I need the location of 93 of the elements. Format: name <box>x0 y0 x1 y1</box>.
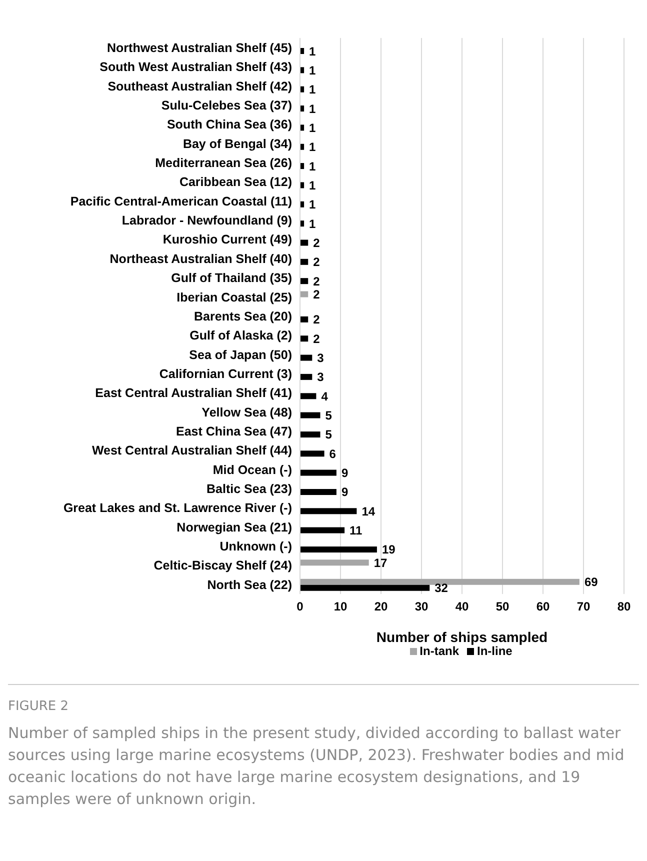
bar <box>300 393 316 400</box>
data-label: 1 <box>309 120 316 135</box>
data-label: 5 <box>325 428 332 442</box>
bar <box>300 374 312 380</box>
bar <box>300 412 320 418</box>
y-tick-label: Californian Current (3) <box>159 366 292 381</box>
bar <box>300 560 369 566</box>
bar <box>300 584 430 591</box>
y-tick-label: Pacific Central-American Coastal (11) <box>70 194 292 208</box>
y-tick-label: Bay of Bengal (34) <box>182 136 292 151</box>
data-label: 1 <box>309 198 316 212</box>
data-label: 9 <box>341 466 348 480</box>
y-tick-label: Kuroshio Current (49) <box>162 232 292 247</box>
bar <box>300 258 308 265</box>
x-axis-title: Number of ships sampled <box>376 629 548 645</box>
bar <box>300 354 312 361</box>
data-label: 2 <box>313 288 320 302</box>
data-label: 32 <box>434 581 448 596</box>
data-label: 6 <box>329 446 336 461</box>
data-label: 2 <box>313 274 320 288</box>
data-label: 1 <box>309 140 316 154</box>
data-label: 14 <box>362 504 376 518</box>
data-label: 69 <box>584 575 598 590</box>
x-tick-label: 40 <box>455 600 469 614</box>
data-label: 11 <box>350 524 363 538</box>
y-tick-label: Baltic Sea (23) <box>206 482 292 496</box>
x-tick-label: 20 <box>374 600 388 614</box>
data-label: 3 <box>317 351 324 366</box>
bar <box>300 336 308 342</box>
bar <box>300 291 308 298</box>
x-tick-label: 0 <box>296 600 304 614</box>
y-tick-label: Gulf of Alaska (2) <box>190 328 292 343</box>
bar <box>300 450 324 457</box>
y-tick-label: Mid Ocean (-) <box>212 462 292 477</box>
x-tick-label: 10 <box>334 600 348 614</box>
bar <box>300 240 308 246</box>
data-label: 5 <box>325 408 332 423</box>
x-tick-label: 30 <box>414 600 428 614</box>
y-tick-label: East China Sea (47) <box>176 424 292 438</box>
data-label: 2 <box>313 332 320 346</box>
y-tick-label: Mediterranean Sea (26) <box>155 156 292 170</box>
y-tick-label: South West Australian Shelf (43) <box>100 60 292 74</box>
bar <box>300 508 357 514</box>
y-tick-label: Gulf of Thailand (35) <box>171 271 292 286</box>
data-label: 1 <box>309 44 316 58</box>
x-tick-label: 80 <box>617 600 631 614</box>
bar <box>300 578 580 585</box>
caption: FIGURE 2 <box>8 699 70 714</box>
y-tick-label: Southeast Australian Shelf (42) <box>108 79 292 94</box>
data-label: 1 <box>309 178 316 192</box>
y-tick-label: Caribbean Sea (12) <box>179 175 292 190</box>
y-tick-label: Iberian Coastal (25) <box>176 290 292 304</box>
data-label: 1 <box>309 159 316 174</box>
legend-label: In-line <box>477 644 512 658</box>
y-tick-label: East Central Australian Shelf (41) <box>95 386 292 400</box>
x-tick-label: 60 <box>536 600 550 614</box>
y-tick-label: Labrador - Newfoundland (9) <box>122 214 292 228</box>
bar <box>300 546 377 552</box>
data-label: 1 <box>309 216 316 231</box>
y-tick-label: Norwegian Sea (21) <box>176 520 292 534</box>
bar <box>300 527 345 534</box>
data-label: 19 <box>382 542 396 557</box>
y-tick-label: West Central Australian Shelf (44) <box>92 444 292 458</box>
x-tick-label: 50 <box>496 600 510 614</box>
data-label: 2 <box>313 255 320 270</box>
data-label: 17 <box>374 556 388 570</box>
y-tick-label: Northwest Australian Shelf (45) <box>107 41 292 56</box>
text: Number of sampled ships in the present study, divided according to ballast water sources using large marine ecosystems (UNDP, 2023). Freshwater bodies and mid oceanic locations do not have large marine ecosystem designations, and 19 samples were of unknown origin. <box>8 723 626 810</box>
legend-label: In-tank <box>418 644 459 658</box>
y-tick-label: Northeast Australian Shelf (40) <box>110 252 292 266</box>
bar <box>300 470 336 476</box>
y-tick-label: Yellow Sea (48) <box>202 405 292 420</box>
y-tick-label: Sulu-Celebes Sea (37) <box>161 98 292 113</box>
data-label: 1 <box>309 102 316 116</box>
y-tick-label: Barents Sea (20) <box>194 309 292 324</box>
data-label: 4 <box>321 389 328 404</box>
x-tick-label: 70 <box>576 600 590 614</box>
data-label: 1 <box>309 63 316 78</box>
y-tick-label: Sea of Japan (50) <box>189 348 292 362</box>
bar <box>300 278 308 284</box>
data-label: 1 <box>309 82 316 97</box>
bar <box>300 488 336 495</box>
y-tick-label: South China Sea (36) <box>166 118 292 132</box>
data-label: 2 <box>313 312 320 327</box>
y-tick-label: North Sea (22) <box>207 578 292 592</box>
data-label: 9 <box>341 485 348 500</box>
data-label: 2 <box>313 236 320 250</box>
y-tick-label: Celtic-Biscay Shelf (24) <box>154 558 292 573</box>
bar <box>300 316 308 322</box>
y-tick-label: Great Lakes and St. Lawrence River (-) <box>63 501 292 516</box>
y-tick-label: Unknown (-) <box>220 540 292 554</box>
data-label: 3 <box>317 370 324 384</box>
bar <box>300 431 320 438</box>
